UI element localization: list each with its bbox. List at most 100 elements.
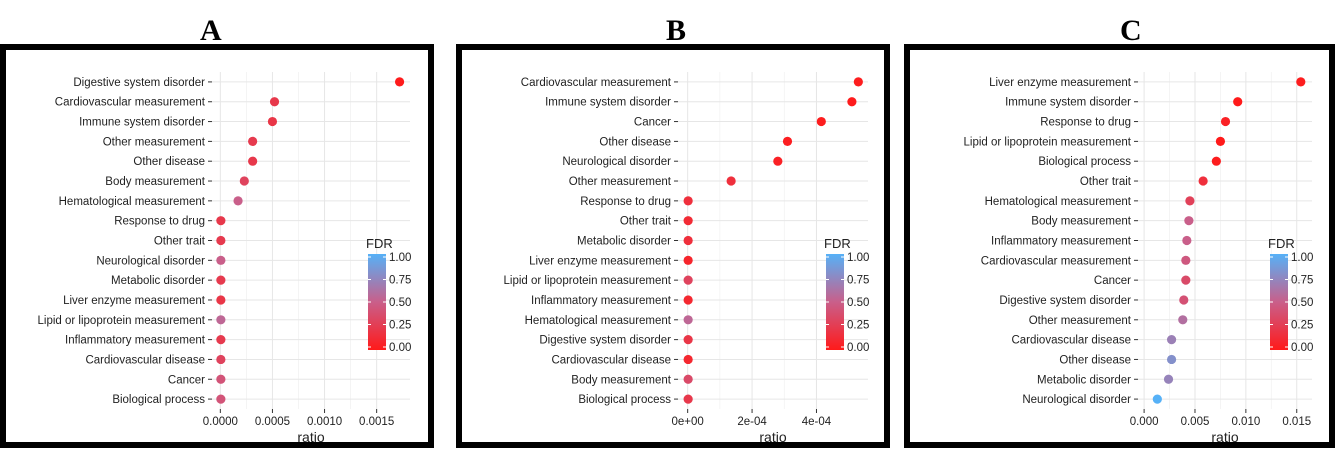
y-tick-label: Liver enzyme measurement xyxy=(63,295,206,307)
y-tick-label: Other measurement xyxy=(569,176,672,188)
legend-tick-label: 1.00 xyxy=(389,252,411,264)
legend-tick-label: 0.50 xyxy=(389,297,411,309)
y-tick-label: Lipid or lipoprotein measurement xyxy=(504,275,672,287)
data-point xyxy=(1211,156,1221,166)
data-point xyxy=(1296,77,1306,87)
data-point xyxy=(726,176,736,186)
data-point xyxy=(1184,216,1194,226)
y-tick-label: Other trait xyxy=(154,236,206,248)
y-tick-label: Lipid or lipoprotein measurement xyxy=(964,136,1132,148)
legend-tick-label: 0.25 xyxy=(389,320,411,332)
y-tick-label: Body measurement xyxy=(571,374,672,386)
y-tick-label: Other disease xyxy=(133,156,205,168)
legend-tick-label: 1.00 xyxy=(847,252,869,264)
y-tick-label: Cancer xyxy=(634,117,671,129)
y-tick-label: Inflammatory measurement xyxy=(531,295,672,307)
y-tick-label: Liver enzyme measurement xyxy=(989,77,1132,89)
legend-tick-label: 0.50 xyxy=(1291,297,1313,309)
x-tick-label: 2e-04 xyxy=(737,416,767,428)
data-point xyxy=(683,394,693,404)
data-point xyxy=(216,275,226,285)
data-point xyxy=(248,156,258,166)
data-point xyxy=(683,196,693,206)
scatter-chart-a: Digestive system disorder Cardiovascular … xyxy=(38,72,411,442)
y-tick-label: Other trait xyxy=(620,216,672,228)
scatter-chart-b: Cardiovascular measurement Immune system … xyxy=(504,72,869,442)
data-point xyxy=(1198,176,1208,186)
x-tick-label: 4e-04 xyxy=(802,416,832,428)
y-tick-label: Other trait xyxy=(1080,176,1132,188)
data-point xyxy=(216,354,226,365)
x-tick-label: 0.0015 xyxy=(359,416,394,428)
data-point xyxy=(216,255,226,265)
y-tick-label: Cardiovascular disease xyxy=(1011,335,1131,347)
data-point xyxy=(773,156,783,166)
y-tick-label: Immune system disorder xyxy=(1005,97,1131,109)
x-axis-label: ratio xyxy=(759,429,786,442)
legend-tick-label: 0.25 xyxy=(1291,320,1313,332)
y-tick-label: Inflammatory measurement xyxy=(65,335,206,347)
data-point xyxy=(1163,374,1174,384)
panel-letter-b: B xyxy=(666,14,687,47)
y-tick-label: Digestive system disorder xyxy=(999,295,1131,307)
data-point xyxy=(216,335,226,345)
legend-tick-label: 0.75 xyxy=(389,275,411,287)
data-point xyxy=(1215,136,1226,146)
data-point xyxy=(216,374,226,384)
data-point xyxy=(853,77,863,87)
y-tick-label: Inflammatory measurement xyxy=(991,236,1132,248)
data-point xyxy=(683,354,693,365)
y-tick-label: Other measurement xyxy=(1029,315,1132,327)
y-tick-label: Neurological disorder xyxy=(1022,394,1131,406)
data-point xyxy=(1233,97,1243,107)
data-point xyxy=(683,275,693,285)
y-tick-label: Body measurement xyxy=(1031,216,1132,228)
legend-tick-label: 0.00 xyxy=(1291,342,1313,354)
y-tick-label: Cardiovascular measurement xyxy=(521,77,672,89)
y-tick-label: Lipid or lipoprotein measurement xyxy=(38,315,206,327)
legend-title: FDR xyxy=(824,236,851,251)
x-tick-label: 0.005 xyxy=(1181,416,1210,428)
data-point xyxy=(816,116,826,127)
x-tick-label: 0.010 xyxy=(1231,416,1260,428)
legend-colorbar xyxy=(826,254,844,350)
panel-letter-a: A xyxy=(200,14,222,47)
data-point xyxy=(1166,335,1177,345)
legend-tick-label: 0.75 xyxy=(847,275,869,287)
y-tick-label: Metabolic disorder xyxy=(111,275,205,287)
x-tick-label: 0.0010 xyxy=(307,416,342,428)
y-tick-label: Metabolic disorder xyxy=(577,236,671,248)
panel-c: Liver enzyme measurement Immune system di… xyxy=(904,44,1335,448)
y-tick-label: Neurological disorder xyxy=(562,156,671,168)
y-tick-label: Neurological disorder xyxy=(96,255,205,267)
y-tick-label: Liver enzyme measurement xyxy=(529,255,672,267)
x-tick-label: 0e+00 xyxy=(672,416,704,428)
x-tick-label: 0.000 xyxy=(1130,416,1159,428)
cropped-caption-strip xyxy=(0,0,1337,10)
scatter-chart-c: Liver enzyme measurement Immune system di… xyxy=(964,72,1313,442)
data-point xyxy=(847,97,857,107)
legend-tick-label: 1.00 xyxy=(1291,252,1313,264)
panel-letter-c: C xyxy=(1120,14,1142,47)
data-point xyxy=(683,235,693,246)
x-tick-label: 0.015 xyxy=(1282,416,1311,428)
legend-colorbar xyxy=(368,254,386,350)
data-point xyxy=(216,295,226,305)
data-point xyxy=(216,394,226,404)
y-tick-label: Cardiovascular disease xyxy=(85,354,205,366)
data-point xyxy=(1185,196,1195,206)
legend-title: FDR xyxy=(1268,236,1295,251)
data-point xyxy=(269,97,280,107)
panel-b: Cardiovascular measurement Immune system … xyxy=(456,44,890,448)
data-point xyxy=(216,216,226,226)
data-point xyxy=(216,315,226,325)
y-tick-label: Immune system disorder xyxy=(79,117,205,129)
y-tick-label: Biological process xyxy=(578,394,671,406)
data-point xyxy=(683,315,693,325)
data-point xyxy=(1182,235,1192,246)
data-point xyxy=(683,335,693,345)
legend-colorbar xyxy=(1270,254,1288,350)
y-tick-label: Cardiovascular measurement xyxy=(981,255,1132,267)
data-point xyxy=(267,116,278,127)
data-point xyxy=(1179,295,1189,305)
